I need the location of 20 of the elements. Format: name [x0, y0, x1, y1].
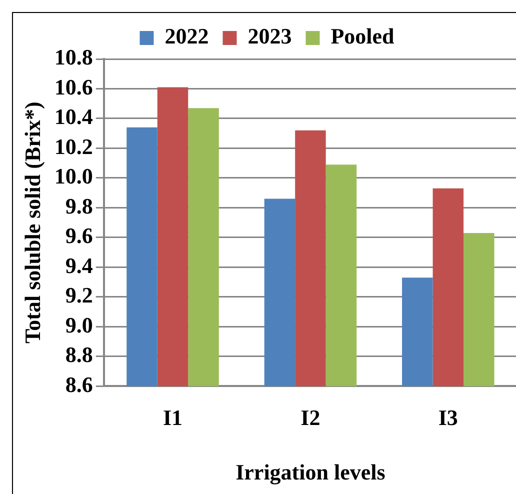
legend-label: 2022 [164, 24, 209, 49]
y-tick-label: 10.8 [54, 44, 93, 70]
legend-label: 2023 [248, 24, 292, 49]
y-tick-label: 10.0 [54, 164, 93, 189]
x-tick-label: I3 [438, 405, 458, 430]
y-tick-label: 10.6 [54, 74, 93, 100]
y-tick-label: 9.6 [65, 223, 93, 248]
x-axis-title: Irrigation levels [236, 459, 386, 484]
x-tick-label: I1 [162, 405, 183, 430]
legend-label: Pooled [330, 24, 394, 49]
y-tick-label: 9.0 [65, 312, 93, 338]
y-tick-label: 9.8 [65, 193, 93, 218]
y-tick-label: 9.2 [65, 282, 93, 308]
y-tick-label: 8.6 [65, 372, 93, 397]
y-tick-label: 10.4 [54, 104, 93, 130]
y-tick-label: 8.8 [65, 342, 93, 368]
y-tick-label: 9.4 [65, 252, 93, 278]
y-tick-label: 10.2 [54, 134, 93, 159]
y-axis-title: Total soluble solid (Brix*) [20, 102, 45, 344]
x-tick-label: I2 [300, 405, 320, 430]
